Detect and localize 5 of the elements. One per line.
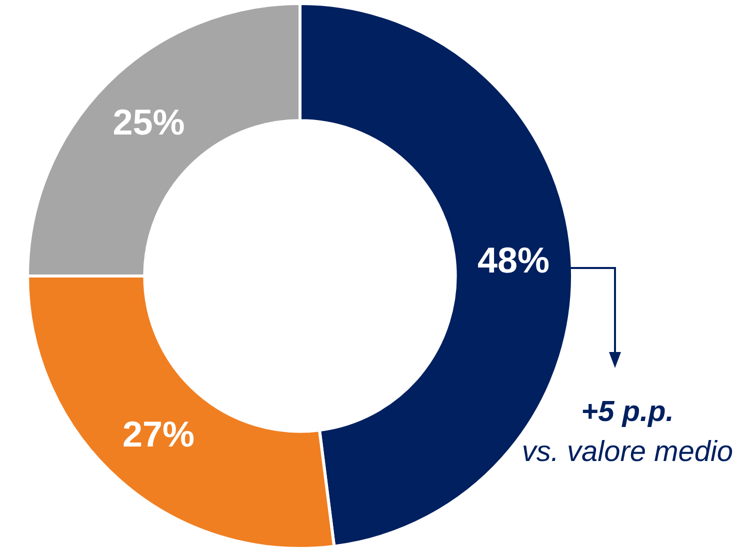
data-label: 48% bbox=[477, 239, 550, 280]
data-label: 25% bbox=[112, 102, 185, 143]
text: +5 p.p. bbox=[580, 395, 675, 430]
data-label: 27% bbox=[122, 413, 195, 454]
text: vs. valore medio bbox=[520, 435, 734, 470]
